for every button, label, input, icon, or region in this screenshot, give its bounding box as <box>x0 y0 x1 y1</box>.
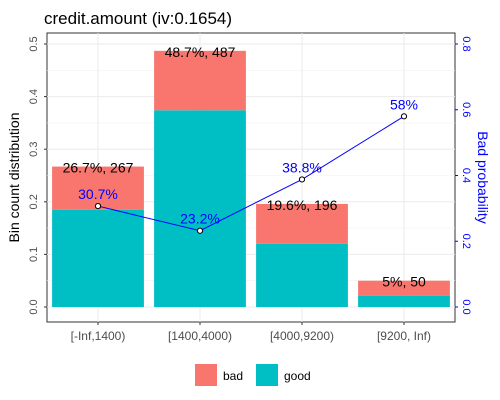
y-tick-label: 0.5 <box>28 36 40 51</box>
y2-tick-label: 0.2 <box>460 234 472 249</box>
bad-probability-line <box>94 113 408 234</box>
y2-tick-label: 0.6 <box>460 102 472 117</box>
legend-swatch-bad <box>195 364 217 386</box>
bad-probability-label: 58% <box>390 96 418 112</box>
bar-good <box>256 243 348 307</box>
x-tick-label: [9200, Inf) <box>377 329 431 343</box>
bar-label: 26.7%, 267 <box>63 160 134 176</box>
y2-axis-label: Bad probability <box>475 131 491 224</box>
bad-probability-point <box>196 227 204 234</box>
bad-probability-point <box>400 113 408 120</box>
bar-bad <box>52 166 144 210</box>
bad-probability-label: 23.2% <box>180 211 220 227</box>
legend: bad good <box>195 364 311 386</box>
legend-label-bad: bad <box>223 369 243 383</box>
bar-good <box>154 110 246 307</box>
y-tick-label: 0.3 <box>28 142 40 157</box>
bad-probability-point <box>94 202 102 210</box>
bar-good <box>52 209 144 307</box>
legend-label-good: good <box>284 369 311 383</box>
bad-probability-label: 30.7% <box>78 186 118 202</box>
x-tick-label: [-Inf,1400) <box>71 329 126 343</box>
bars <box>52 50 450 307</box>
bar-bad <box>256 203 348 244</box>
bar-bad <box>358 280 450 296</box>
bad-probability-label: 38.8% <box>282 159 322 175</box>
y-tick-label: 0.4 <box>28 89 40 104</box>
y2-tick-label: 0.8 <box>460 36 472 51</box>
x-tick-label: [4000,9200) <box>270 329 334 343</box>
bar-label: 19.6%, 196 <box>267 197 338 213</box>
labels: 26.7%, 267 48.7%, 487 19.6%, 196 5%, 50 30.7… <box>63 44 426 290</box>
bar-label: 5%, 50 <box>382 274 426 290</box>
bar-good <box>358 295 450 307</box>
bar-bad <box>154 50 246 111</box>
y2-tick-label: 0.4 <box>460 168 472 183</box>
y-tick-label: 0.2 <box>28 194 40 209</box>
y-axis-label: Bin count distribution <box>6 113 22 243</box>
bad-probability-polyline <box>97 115 405 232</box>
chart-title: credit.amount (iv:0.1654) <box>44 9 232 28</box>
x-tick-label: [1400,4000) <box>168 329 232 343</box>
legend-swatch-good <box>256 364 278 386</box>
y-tick-label: 0.1 <box>28 247 40 262</box>
bar-label: 48.7%, 487 <box>165 44 236 60</box>
y-tick-label: 0.0 <box>28 299 40 314</box>
bad-probability-point <box>298 176 306 183</box>
axes: 0.0 0.1 0.2 0.3 0.4 0.5 0.0 0.2 0.4 0.6 0.8 [-Inf,1… <box>28 36 472 343</box>
y2-tick-label: 0.0 <box>460 299 472 314</box>
